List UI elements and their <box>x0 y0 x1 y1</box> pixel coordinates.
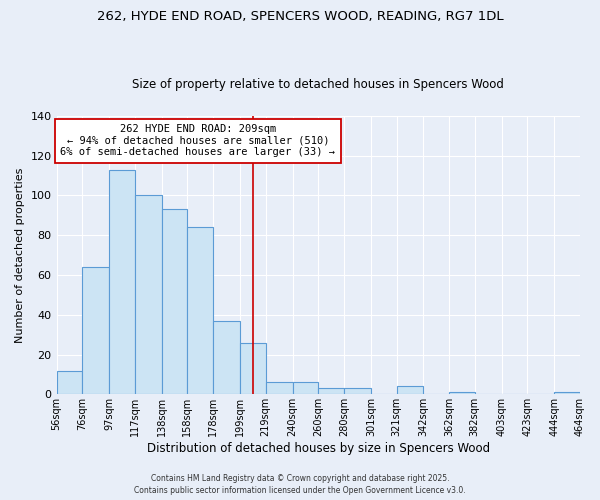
Bar <box>187 227 213 394</box>
Bar <box>213 321 240 394</box>
Y-axis label: Number of detached properties: Number of detached properties <box>15 168 25 343</box>
Bar <box>109 170 135 394</box>
Bar <box>449 392 475 394</box>
Bar <box>82 267 109 394</box>
Bar <box>293 382 318 394</box>
Bar <box>344 388 371 394</box>
Bar <box>162 210 187 394</box>
Title: Size of property relative to detached houses in Spencers Wood: Size of property relative to detached ho… <box>133 78 504 91</box>
Bar <box>318 388 344 394</box>
Text: 262, HYDE END ROAD, SPENCERS WOOD, READING, RG7 1DL: 262, HYDE END ROAD, SPENCERS WOOD, READI… <box>97 10 503 23</box>
Text: Contains HM Land Registry data © Crown copyright and database right 2025.
Contai: Contains HM Land Registry data © Crown c… <box>134 474 466 495</box>
Bar <box>266 382 293 394</box>
Text: 262 HYDE END ROAD: 209sqm
← 94% of detached houses are smaller (510)
6% of semi-: 262 HYDE END ROAD: 209sqm ← 94% of detac… <box>61 124 335 158</box>
X-axis label: Distribution of detached houses by size in Spencers Wood: Distribution of detached houses by size … <box>147 442 490 455</box>
Bar <box>135 196 162 394</box>
Bar <box>240 342 266 394</box>
Bar <box>56 370 82 394</box>
Bar <box>397 386 424 394</box>
Bar <box>554 392 580 394</box>
